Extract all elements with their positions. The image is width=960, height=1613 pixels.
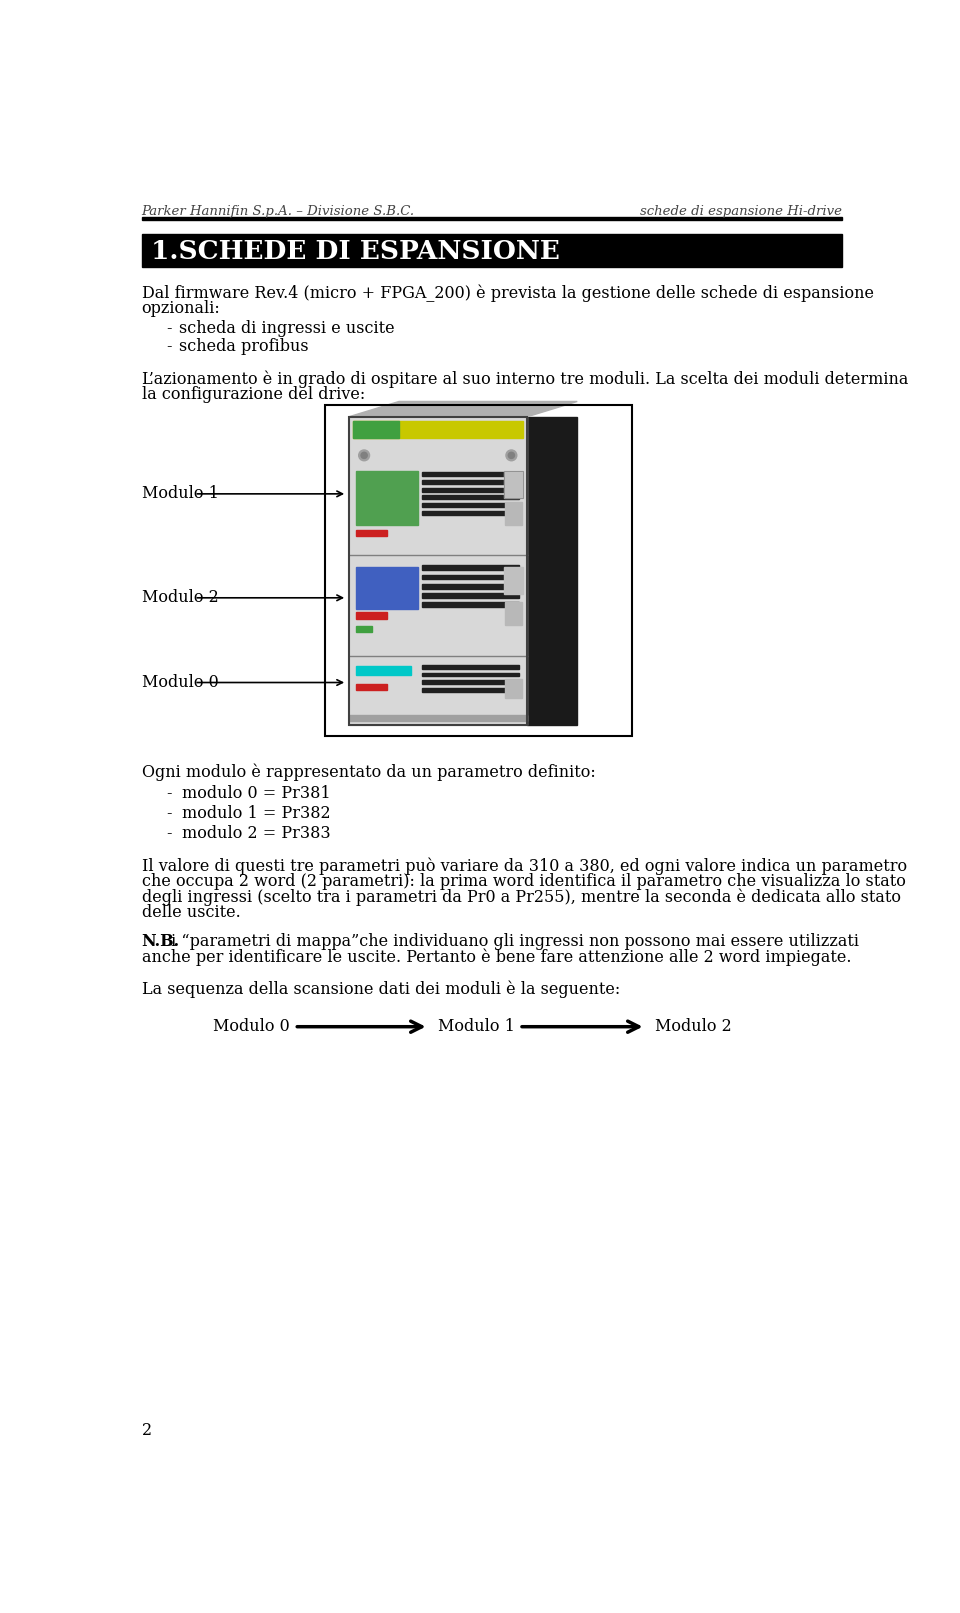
Text: 2: 2 xyxy=(142,1421,152,1439)
Text: -: - xyxy=(166,786,172,802)
Text: modulo 1 = Pr382: modulo 1 = Pr382 xyxy=(182,805,330,823)
Bar xyxy=(422,594,519,598)
Bar xyxy=(356,531,388,536)
Text: Dal firmware Rev.4 (micro + FPGA_200) è prevista la gestione delle schede di esp: Dal firmware Rev.4 (micro + FPGA_200) è … xyxy=(142,284,874,302)
Bar xyxy=(356,471,419,524)
Text: La sequenza della scansione dati dei moduli è la seguente:: La sequenza della scansione dati dei mod… xyxy=(142,981,620,998)
Text: Modulo 1: Modulo 1 xyxy=(142,486,219,502)
Bar xyxy=(352,421,399,439)
Polygon shape xyxy=(348,402,577,416)
Text: delle uscite.: delle uscite. xyxy=(142,903,240,921)
Bar xyxy=(142,234,842,268)
Bar xyxy=(422,584,519,589)
Bar xyxy=(348,416,527,724)
Bar xyxy=(422,473,519,476)
Text: modulo 0 = Pr381: modulo 0 = Pr381 xyxy=(182,786,330,802)
Circle shape xyxy=(508,452,515,458)
Text: -: - xyxy=(166,805,172,823)
Text: Modulo 1: Modulo 1 xyxy=(438,1018,515,1036)
Circle shape xyxy=(359,450,370,461)
Bar xyxy=(142,218,842,219)
Bar xyxy=(422,665,519,669)
Bar xyxy=(422,602,519,606)
Bar xyxy=(422,673,519,676)
Text: scheda profibus: scheda profibus xyxy=(179,339,308,355)
Text: schede di espansione Hi-drive: schede di espansione Hi-drive xyxy=(640,205,842,218)
Bar xyxy=(422,511,519,515)
Bar xyxy=(504,471,523,498)
Bar xyxy=(356,613,388,619)
Text: N.B.: N.B. xyxy=(142,932,180,950)
Text: degli ingressi (scelto tra i parametri da Pr0 a Pr255), mentre la seconda è dedi: degli ingressi (scelto tra i parametri d… xyxy=(142,889,900,905)
Text: Modulo 2: Modulo 2 xyxy=(142,589,219,606)
Bar xyxy=(356,684,388,690)
Bar xyxy=(505,679,522,698)
Bar xyxy=(505,502,522,524)
Text: opzionali:: opzionali: xyxy=(142,300,221,316)
Text: -: - xyxy=(166,319,172,337)
Bar xyxy=(422,495,519,500)
Text: -: - xyxy=(166,824,172,842)
Bar xyxy=(422,481,519,484)
Bar xyxy=(422,566,519,569)
Text: Il valore di questi tre parametri può variare da 310 a 380, ed ogni valore indic: Il valore di questi tre parametri può va… xyxy=(142,857,907,874)
Bar xyxy=(356,626,372,632)
Bar xyxy=(527,416,577,724)
Text: i “parametri di mappa”che individuano gli ingressi non possono mai essere utiliz: i “parametri di mappa”che individuano gl… xyxy=(166,932,859,950)
Text: la configurazione del drive:: la configurazione del drive: xyxy=(142,386,365,403)
Bar xyxy=(504,471,523,498)
Bar xyxy=(422,487,519,492)
Text: -: - xyxy=(166,339,172,355)
Text: Modulo 2: Modulo 2 xyxy=(655,1018,732,1036)
Bar xyxy=(325,405,632,737)
Text: L’azionamento è in grado di ospitare al suo interno tre moduli. La scelta dei mo: L’azionamento è in grado di ospitare al … xyxy=(142,371,908,389)
Bar xyxy=(422,687,519,692)
Bar xyxy=(356,568,419,610)
Text: anche per identificare le uscite. Pertanto è bene fare attenzione alle 2 word im: anche per identificare le uscite. Pertan… xyxy=(142,948,852,966)
Circle shape xyxy=(361,452,368,458)
Bar xyxy=(356,666,411,674)
Text: modulo 2 = Pr383: modulo 2 = Pr383 xyxy=(182,824,330,842)
Bar xyxy=(348,715,527,721)
Bar xyxy=(504,568,523,594)
Text: Parker Hannifin S.p.A. – Divisione S.B.C.: Parker Hannifin S.p.A. – Divisione S.B.C… xyxy=(142,205,415,218)
Text: Modulo 0: Modulo 0 xyxy=(142,674,219,690)
Text: Modulo 0: Modulo 0 xyxy=(213,1018,290,1036)
Text: Ogni modulo è rappresentato da un parametro definito:: Ogni modulo è rappresentato da un parame… xyxy=(142,763,595,781)
Circle shape xyxy=(506,450,516,461)
Bar xyxy=(348,416,527,724)
Text: che occupa 2 word (2 parametri): la prima word identifica il parametro che visua: che occupa 2 word (2 parametri): la prim… xyxy=(142,873,905,890)
Bar xyxy=(422,574,519,579)
Bar xyxy=(505,602,522,624)
Text: 1.SCHEDE DI ESPANSIONE: 1.SCHEDE DI ESPANSIONE xyxy=(151,239,560,265)
Bar xyxy=(352,421,523,439)
Text: scheda di ingressi e uscite: scheda di ingressi e uscite xyxy=(179,319,395,337)
Bar xyxy=(422,681,519,684)
Bar xyxy=(422,503,519,506)
